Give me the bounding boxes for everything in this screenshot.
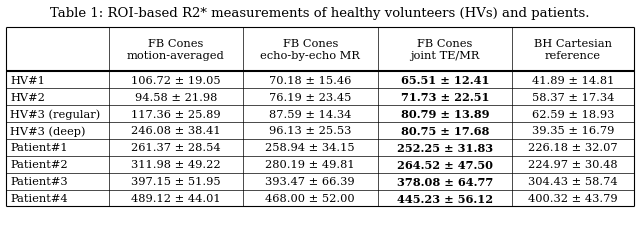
Text: 76.19 ± 23.45: 76.19 ± 23.45 bbox=[269, 92, 351, 102]
Text: 252.25 ± 31.83: 252.25 ± 31.83 bbox=[397, 142, 493, 153]
Text: 378.08 ± 64.77: 378.08 ± 64.77 bbox=[397, 176, 493, 187]
Text: HV#3 (deep): HV#3 (deep) bbox=[10, 126, 86, 136]
Text: 224.97 ± 30.48: 224.97 ± 30.48 bbox=[528, 160, 618, 170]
Text: 94.58 ± 21.98: 94.58 ± 21.98 bbox=[134, 92, 217, 102]
Text: 71.73 ± 22.51: 71.73 ± 22.51 bbox=[401, 92, 489, 103]
Text: joint TE/MR: joint TE/MR bbox=[410, 51, 479, 61]
Text: Patient#4: Patient#4 bbox=[10, 193, 68, 203]
Text: Patient#2: Patient#2 bbox=[10, 160, 68, 170]
Text: HV#2: HV#2 bbox=[10, 92, 45, 102]
Text: 261.37 ± 28.54: 261.37 ± 28.54 bbox=[131, 143, 221, 153]
Text: 304.43 ± 58.74: 304.43 ± 58.74 bbox=[528, 176, 618, 186]
Text: 106.72 ± 19.05: 106.72 ± 19.05 bbox=[131, 75, 221, 85]
Text: FB Cones: FB Cones bbox=[417, 39, 472, 49]
Text: Table 1: ROI-based R2* measurements of healthy volunteers (HVs) and patients.: Table 1: ROI-based R2* measurements of h… bbox=[51, 7, 589, 20]
Text: motion-averaged: motion-averaged bbox=[127, 51, 225, 61]
Text: echo-by-echo MR: echo-by-echo MR bbox=[260, 51, 360, 61]
Text: 87.59 ± 14.34: 87.59 ± 14.34 bbox=[269, 109, 351, 119]
Text: BH Cartesian: BH Cartesian bbox=[534, 39, 612, 49]
Text: Patient#3: Patient#3 bbox=[10, 176, 68, 186]
Text: 400.32 ± 43.79: 400.32 ± 43.79 bbox=[528, 193, 618, 203]
Text: 41.89 ± 14.81: 41.89 ± 14.81 bbox=[532, 75, 614, 85]
Text: FB Cones: FB Cones bbox=[148, 39, 204, 49]
Text: 117.36 ± 25.89: 117.36 ± 25.89 bbox=[131, 109, 221, 119]
Text: 65.51 ± 12.41: 65.51 ± 12.41 bbox=[401, 75, 489, 86]
Text: 80.75 ± 17.68: 80.75 ± 17.68 bbox=[401, 125, 489, 136]
Text: 80.79 ± 13.89: 80.79 ± 13.89 bbox=[401, 109, 489, 119]
Text: 280.19 ± 49.81: 280.19 ± 49.81 bbox=[266, 160, 355, 170]
Text: FB Cones: FB Cones bbox=[283, 39, 338, 49]
Text: reference: reference bbox=[545, 51, 601, 61]
Text: 393.47 ± 66.39: 393.47 ± 66.39 bbox=[266, 176, 355, 186]
Text: HV#1: HV#1 bbox=[10, 75, 45, 85]
Text: 397.15 ± 51.95: 397.15 ± 51.95 bbox=[131, 176, 221, 186]
Text: 264.52 ± 47.50: 264.52 ± 47.50 bbox=[397, 159, 493, 170]
Text: 39.35 ± 16.79: 39.35 ± 16.79 bbox=[532, 126, 614, 136]
Text: 468.00 ± 52.00: 468.00 ± 52.00 bbox=[266, 193, 355, 203]
Text: Patient#1: Patient#1 bbox=[10, 143, 68, 153]
Text: 246.08 ± 38.41: 246.08 ± 38.41 bbox=[131, 126, 221, 136]
Text: 445.23 ± 56.12: 445.23 ± 56.12 bbox=[397, 193, 493, 204]
Text: 311.98 ± 49.22: 311.98 ± 49.22 bbox=[131, 160, 221, 170]
Text: 58.37 ± 17.34: 58.37 ± 17.34 bbox=[532, 92, 614, 102]
Text: 226.18 ± 32.07: 226.18 ± 32.07 bbox=[528, 143, 618, 153]
Text: 70.18 ± 15.46: 70.18 ± 15.46 bbox=[269, 75, 351, 85]
Text: 489.12 ± 44.01: 489.12 ± 44.01 bbox=[131, 193, 221, 203]
Text: HV#3 (regular): HV#3 (regular) bbox=[10, 109, 100, 119]
Text: 62.59 ± 18.93: 62.59 ± 18.93 bbox=[532, 109, 614, 119]
Text: 258.94 ± 34.15: 258.94 ± 34.15 bbox=[266, 143, 355, 153]
Text: 96.13 ± 25.53: 96.13 ± 25.53 bbox=[269, 126, 351, 136]
